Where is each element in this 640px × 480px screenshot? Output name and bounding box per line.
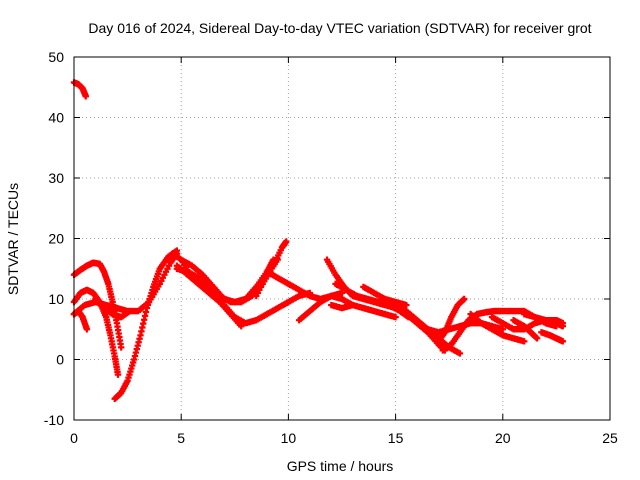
x-axis-label: GPS time / hours [287,458,394,474]
axis-ticks: 0 5 10 15 20 25 -10 0 10 20 30 40 50 [44,49,618,446]
data-point [499,326,506,333]
y-tick-label: 20 [48,231,64,247]
data-point [533,335,541,342]
data-point [117,344,125,351]
y-tick-label: 0 [56,352,64,368]
series-track-27 [521,310,567,330]
x-tick-label: 15 [388,430,404,446]
series-track-28 [538,329,567,345]
series-track-26 [510,316,541,342]
data-point [521,338,528,345]
data-point [238,323,245,330]
data-point [82,93,89,100]
y-tick-label: 30 [48,170,64,186]
data-point [403,301,410,309]
plot-frame [73,56,611,421]
x-tick-label: 0 [70,430,78,446]
data-point [456,350,464,357]
data-point [559,338,567,345]
x-tick-label: 20 [495,430,511,446]
y-tick-label: -10 [44,412,64,428]
data-point [461,295,468,303]
data-point [392,313,399,321]
data-point [114,371,122,378]
y-tick-label: 10 [48,291,64,307]
data-layer [70,79,567,403]
chart-title: Day 016 of 2024, Sidereal Day-to-day VTE… [88,20,591,36]
series-track-17 [328,301,399,321]
x-tick-label: 5 [177,430,185,446]
y-tick-label: 50 [48,49,64,65]
grid [74,57,610,420]
series-track-24 [467,310,528,345]
x-tick-label: 25 [602,430,618,446]
y-axis-label: SDTVAR / TECUs [5,183,21,295]
data-point [283,238,290,245]
data-point [274,256,281,263]
series-track-6 [92,295,133,321]
series-track-11 [178,256,314,327]
data-point [173,247,181,254]
data-point [338,289,346,297]
series-track-10 [173,238,290,306]
data-point [83,326,91,333]
series-track-18 [360,283,410,309]
data-point [126,307,133,315]
data-point [559,323,567,330]
series-track-22 [435,295,468,345]
series-track-7 [111,247,181,403]
y-tick-label: 40 [48,110,64,126]
x-tick-label: 10 [281,430,297,446]
